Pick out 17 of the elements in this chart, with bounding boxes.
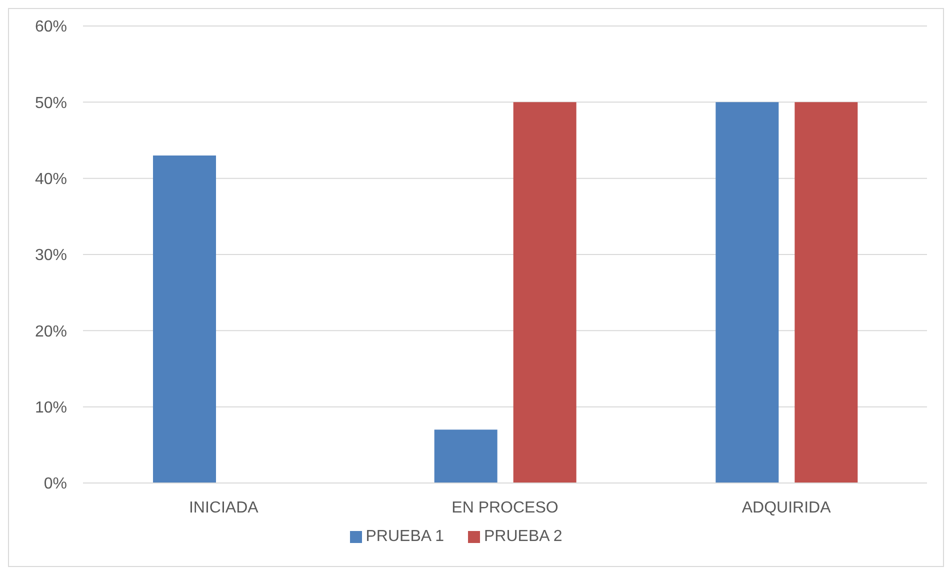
y-tick-label: 60% xyxy=(34,18,67,36)
bar xyxy=(513,102,576,483)
y-tick-label: 30% xyxy=(34,247,67,264)
legend-label: PRUEBA 2 xyxy=(484,528,562,545)
x-tick-label: EN PROCESO xyxy=(452,499,558,516)
bar xyxy=(794,102,858,483)
x-tick-label: INICIADA xyxy=(188,499,259,516)
legend-label: PRUEBA 1 xyxy=(366,528,444,545)
y-tick-label: 20% xyxy=(34,323,67,340)
y-tick-label: 0% xyxy=(44,476,67,493)
y-tick-label: 50% xyxy=(34,94,67,112)
y-tick-label: 40% xyxy=(34,171,67,188)
bar xyxy=(716,102,779,483)
y-tick-label: 10% xyxy=(34,400,67,417)
x-tick-label: ADQUIRIDA xyxy=(742,499,832,516)
bar xyxy=(434,430,498,483)
bar xyxy=(153,155,216,483)
